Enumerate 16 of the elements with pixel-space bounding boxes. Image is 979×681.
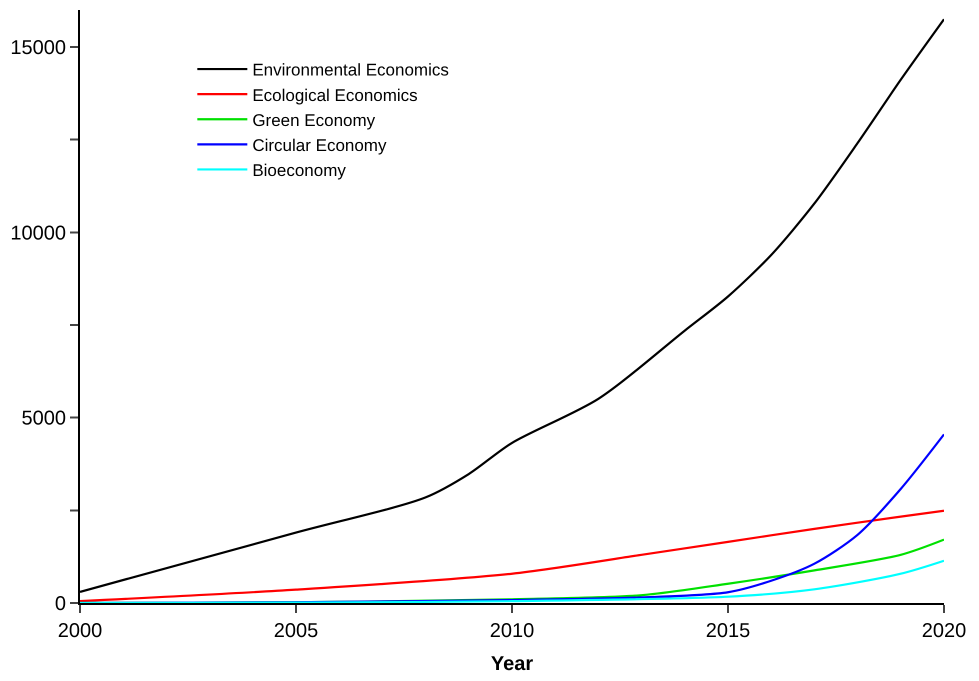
y-tick-label: 15000 [10,37,66,60]
legend-label: Circular Economy [252,136,387,155]
y-tick-label: 5000 [22,408,66,430]
y-tick-label: 10000 [10,222,66,244]
x-tick-label: 2015 [706,620,750,642]
x-axis-title: Year [490,653,534,675]
x-tick-label: 2010 [490,620,534,642]
y-tick-label: 0 [54,593,66,615]
legend-label: Green Economy [252,110,376,130]
x-tick-label: 2005 [274,620,318,642]
x-tick-label: 2020 [922,620,966,642]
legend-label: Bioeconomy [252,161,346,180]
legend-label: Environmental Economics [252,60,449,80]
x-tick-label: 2000 [58,620,102,642]
legend-label: Ecological Economics [252,86,418,105]
line-series [80,510,944,602]
